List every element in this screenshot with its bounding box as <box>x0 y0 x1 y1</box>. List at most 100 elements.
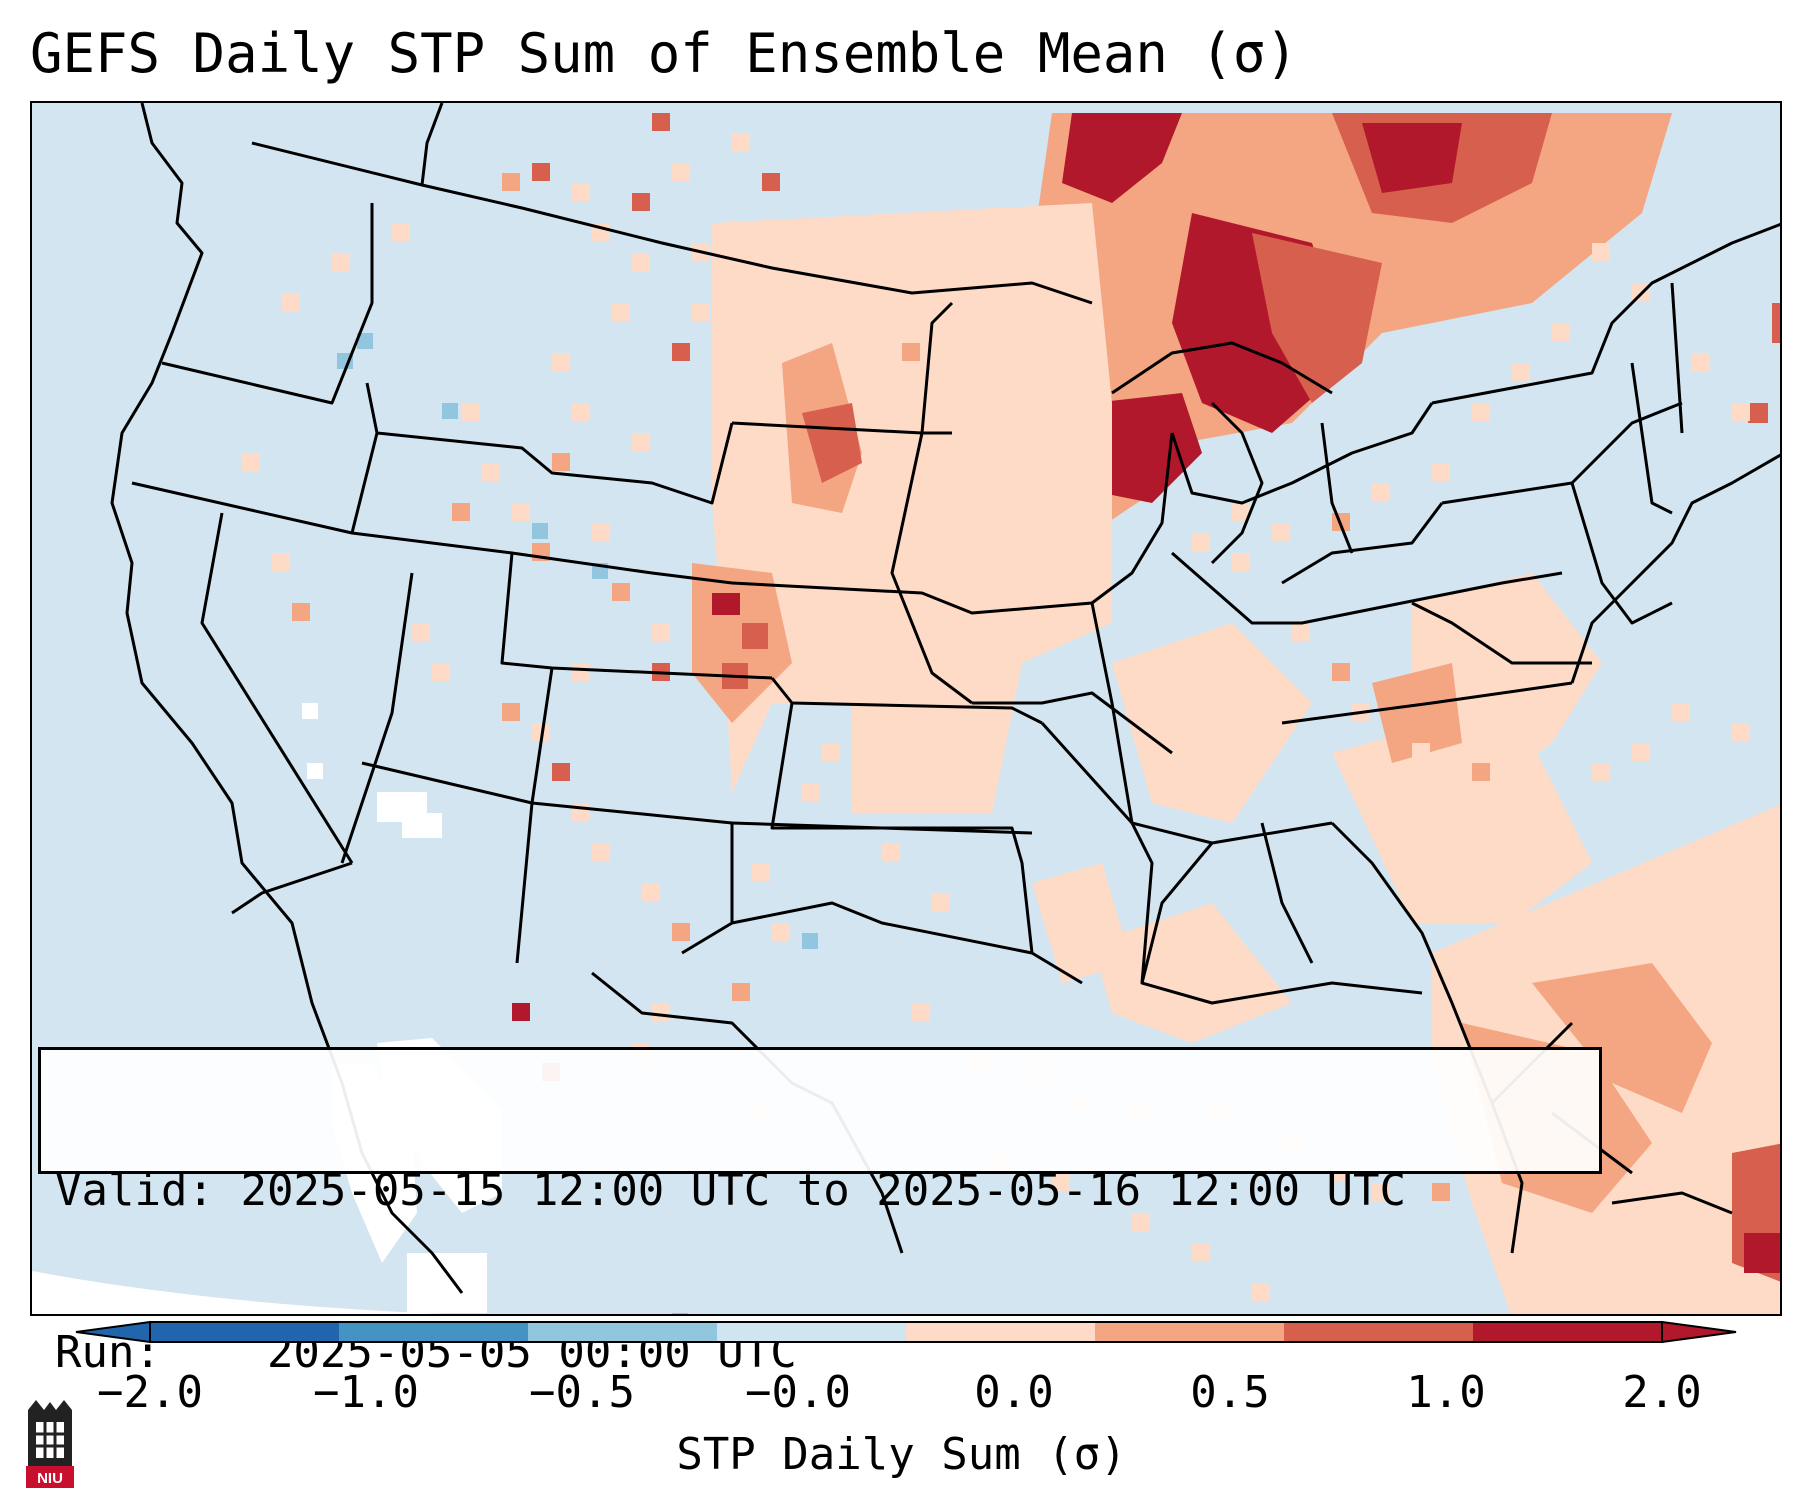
colorbar-label: STP Daily Sum (σ) <box>676 1429 1127 1480</box>
anomaly-cell <box>762 173 780 191</box>
anomaly-cell <box>462 403 480 421</box>
valid-label: Valid: <box>55 1165 214 1216</box>
anomaly-cell <box>1472 403 1490 421</box>
anomaly-cell <box>572 803 590 821</box>
map-title: GEFS Daily STP Sum of Ensemble Mean (σ) <box>30 22 1298 85</box>
anomaly-cell <box>932 543 950 561</box>
anomaly-cell <box>1292 623 1310 641</box>
anomaly-cell <box>532 723 550 741</box>
valid-row: Valid: 2025-05-15 12:00 UTC to 2025-05-1… <box>55 1164 1599 1218</box>
anomaly-cell <box>1332 663 1350 681</box>
colorbar <box>75 1320 1737 1344</box>
anomaly-cell <box>1192 533 1210 551</box>
anomaly-cell <box>862 783 880 801</box>
anomaly-cell <box>932 893 950 911</box>
anomaly-cell <box>482 463 500 481</box>
anomaly-cell <box>732 133 750 151</box>
negative-anomaly-cell <box>672 1313 688 1314</box>
anomaly-cell <box>612 303 630 321</box>
anomaly-cell <box>502 173 520 191</box>
anomaly-cell <box>1252 1283 1270 1301</box>
anomaly-cell <box>912 1003 930 1021</box>
logo-text: NIU <box>37 1470 63 1487</box>
negative-anomaly-cell <box>357 333 373 349</box>
anomaly-cell <box>772 923 790 941</box>
anomaly-cell <box>882 843 900 861</box>
anomaly-cell <box>1012 383 1030 401</box>
anomaly-cell <box>1592 243 1610 261</box>
anomaly-cell <box>1272 523 1290 541</box>
anomaly-cell <box>1592 763 1610 781</box>
colorbar-segment <box>1473 1322 1663 1342</box>
colorbar-tick-label: −2.0 <box>97 1367 203 1418</box>
colorbar-extend-high <box>1661 1320 1737 1344</box>
colorbar-segment <box>150 1322 340 1342</box>
anomaly-cell <box>822 743 840 761</box>
anomaly-cell <box>1372 483 1390 501</box>
colorbar-tick-label: 0.0 <box>974 1367 1054 1418</box>
anomaly-cell <box>672 343 690 361</box>
anomaly-cell <box>652 113 670 131</box>
anomaly-cell <box>502 703 520 721</box>
anomaly-cell <box>532 163 550 181</box>
anomaly-cell <box>552 353 570 371</box>
anomaly-cell <box>752 863 770 881</box>
colorbar-outline <box>149 1321 1663 1343</box>
anomaly-cell <box>552 453 570 471</box>
anomaly-cell <box>632 253 650 271</box>
anomaly-cell <box>802 783 820 801</box>
anomaly-cell <box>1732 403 1750 421</box>
anomaly-cell <box>672 923 690 941</box>
anomaly-cell <box>952 483 970 501</box>
anomaly-cell <box>412 623 430 641</box>
anomaly-cell <box>1052 543 1070 561</box>
anomaly-cell <box>732 983 750 1001</box>
anomaly-cell <box>1552 323 1570 341</box>
anomaly-cell <box>1132 1213 1150 1231</box>
colorbar-tick-label: 1.0 <box>1406 1367 1486 1418</box>
colorbar-tick-label: 2.0 <box>1622 1367 1702 1418</box>
anomaly-cell <box>1052 1173 1070 1191</box>
anomaly-cell <box>572 183 590 201</box>
anomaly-cell <box>332 253 350 271</box>
anomaly-cell <box>452 503 470 521</box>
colorbar-segment <box>1284 1322 1474 1342</box>
valid-value: 2025-05-15 12:00 UTC to 2025-05-16 12:00… <box>240 1165 1407 1216</box>
colorbar-segment <box>717 1322 907 1342</box>
anomaly-cell <box>632 433 650 451</box>
anomaly-cell <box>972 663 990 681</box>
anomaly-cell <box>392 223 410 241</box>
anomaly-clusters <box>692 113 1780 1314</box>
anomaly-cell <box>632 193 650 211</box>
anomaly-cell <box>1032 583 1050 601</box>
colorbar-segment <box>528 1322 718 1342</box>
negative-anomaly-cell <box>532 523 548 539</box>
anomaly-cell <box>552 763 570 781</box>
colorbar-segment <box>1095 1322 1285 1342</box>
anomaly-cell <box>1412 743 1430 761</box>
colorbar-extend-low <box>75 1320 151 1344</box>
anomaly-cell <box>652 623 670 641</box>
anomaly-cell <box>1232 503 1250 521</box>
anomaly-cell <box>902 343 920 361</box>
anomaly-cell <box>512 1003 530 1021</box>
niu-logo-icon: NIU <box>26 1400 74 1488</box>
anomaly-cell <box>572 663 590 681</box>
anomaly-cell <box>1692 353 1710 371</box>
anomaly-cell <box>572 403 590 421</box>
anomaly-cell <box>1232 553 1250 571</box>
anomaly-cell <box>1672 703 1690 721</box>
colorbar-segments <box>75 1320 1737 1344</box>
anomaly-cell <box>692 303 710 321</box>
anomaly-cell <box>652 1003 670 1021</box>
colorbar-tick-label: 0.5 <box>1190 1367 1270 1418</box>
anomaly-cell <box>292 603 310 621</box>
negative-anomaly-cell <box>442 403 458 419</box>
anomaly-cell <box>282 293 300 311</box>
anomaly-cell <box>592 523 610 541</box>
colorbar-tick-label: −1.0 <box>313 1367 419 1418</box>
colorbar-tick-label: −0.0 <box>745 1367 851 1418</box>
anomaly-cell <box>1432 463 1450 481</box>
anomaly-cell <box>592 843 610 861</box>
anomaly-cell <box>872 403 890 421</box>
